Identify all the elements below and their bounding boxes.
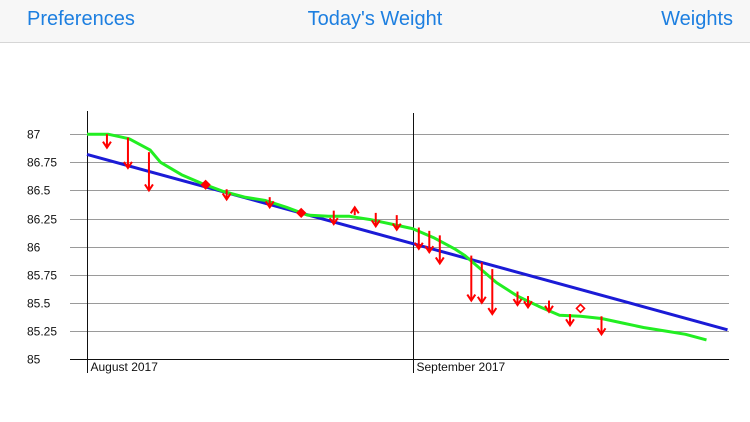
measurement-arrow <box>487 269 498 316</box>
arrow-head <box>349 205 360 214</box>
arrow-head <box>102 141 112 150</box>
axes <box>87 111 414 373</box>
y-tick-label: 85.5 <box>27 297 51 311</box>
measurement-arrow <box>102 134 112 150</box>
measurement-arrow <box>434 235 445 266</box>
measurement-arrow <box>391 215 402 232</box>
measurement-arrow <box>466 255 477 303</box>
measurement-arrow <box>596 316 607 337</box>
measurement-arrow <box>264 197 275 210</box>
y-tick-label: 86.75 <box>27 156 57 170</box>
arrow-head <box>523 300 533 310</box>
measurement-arrow <box>413 227 424 251</box>
arrow-head <box>544 305 554 314</box>
measurement-markers <box>102 134 607 337</box>
y-tick-label: 85 <box>27 353 41 367</box>
arrow-head <box>144 183 154 193</box>
arrow-head <box>424 245 435 255</box>
measurement-arrow <box>328 210 339 226</box>
smoothed-average-layer <box>87 132 707 342</box>
measurement-arrow <box>370 212 381 229</box>
arrow-head <box>476 296 487 305</box>
measurement-diamond <box>296 207 307 219</box>
measurement-arrow <box>523 296 533 310</box>
arrow-head <box>434 256 445 266</box>
arrow-head <box>391 223 402 232</box>
y-tick-label: 86 <box>27 241 41 255</box>
y-tick-label: 86.25 <box>27 213 57 227</box>
measurement-diamond <box>200 179 211 190</box>
navigation-bar: Preferences Today's Weight Weights <box>0 0 750 43</box>
measurement-arrow <box>144 152 154 193</box>
measurement-arrow <box>349 205 360 216</box>
todays-weight-button[interactable]: Today's Weight <box>307 8 443 30</box>
y-tick-labels: 87 86.75 86.5 86.25 86 85.75 85.5 85.25 85 <box>27 128 57 367</box>
arrow-head <box>413 242 424 251</box>
measurement-arrow <box>123 137 133 170</box>
month-label: August 2017 <box>91 360 159 374</box>
arrow-head <box>328 217 339 226</box>
measurement-arrow <box>424 230 435 255</box>
arrow-head <box>370 219 381 229</box>
measurement-arrow <box>565 314 575 328</box>
measurement-arrow <box>512 291 523 307</box>
y-tick-label: 85.75 <box>27 269 57 283</box>
month-markers: August 2017 September 2017 <box>91 360 506 374</box>
measurement-arrow <box>476 262 487 305</box>
y-tick-label: 85.25 <box>27 325 57 339</box>
smoothed-average-line <box>87 132 707 342</box>
measurement-arrow <box>544 300 554 314</box>
arrow-head <box>221 192 232 202</box>
arrow-head <box>123 161 133 170</box>
y-tick-label: 86.5 <box>27 184 51 198</box>
measurement-diamond <box>575 303 586 314</box>
arrow-head <box>466 293 477 303</box>
trend-line-layer <box>86 152 728 332</box>
grid <box>70 134 729 360</box>
arrow-head <box>487 307 498 316</box>
measurement-arrow <box>221 189 232 202</box>
y-tick-label: 87 <box>27 128 41 142</box>
month-label: September 2017 <box>417 360 506 374</box>
weight-chart: 87 86.75 86.5 86.25 86 85.75 85.5 85.25 85 Augus… <box>27 111 729 374</box>
preferences-button[interactable]: Preferences <box>27 8 135 30</box>
arrow-head <box>512 298 523 307</box>
weights-button[interactable]: Weights <box>661 8 733 30</box>
nav-title-wrapper: Today's Weight <box>0 8 750 31</box>
arrow-head <box>565 318 575 328</box>
arrow-head <box>596 327 607 337</box>
arrow-head <box>264 200 275 210</box>
trend-line <box>86 152 728 332</box>
